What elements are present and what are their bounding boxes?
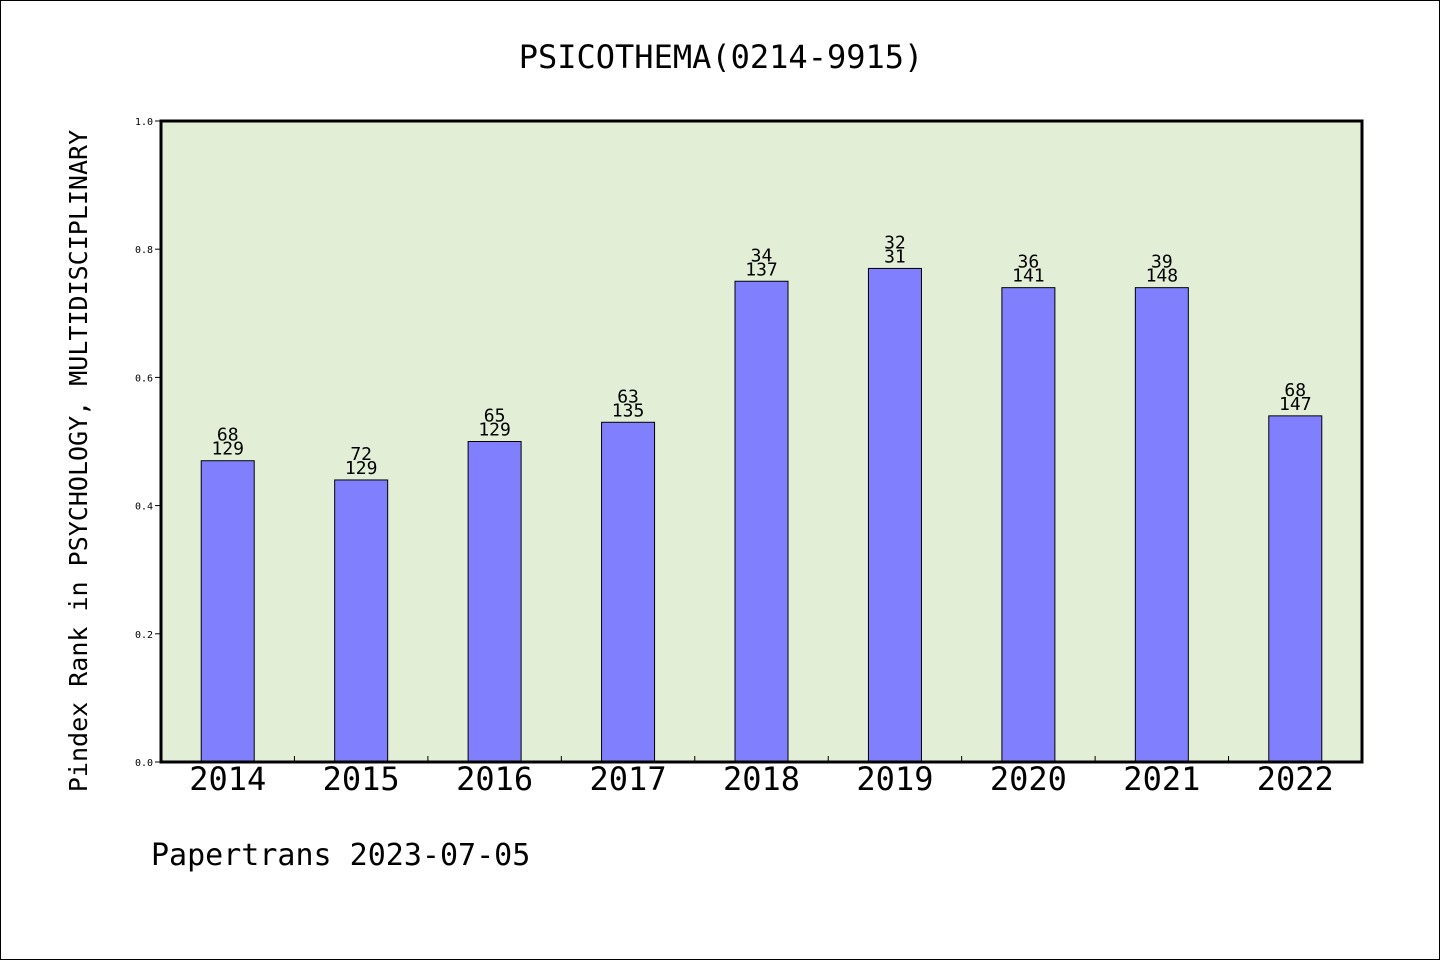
x-tick-label-2016: 2016 [456,760,533,798]
y-axis-label: Pindex Rank in PSYCHOLOGY, MULTIDISCIPLI… [64,130,93,792]
bar-label-top-2022: 68 [1284,380,1306,401]
bar-label-top-2019: 32 [884,232,906,253]
bar-label-bottom-2017: 135 [612,400,645,421]
bar-2018 [734,280,789,763]
x-axis-ticks: 2014 2015 2016 2017 2018 2019 2020 2021 2022 [189,756,1334,798]
bar-label-bottom-2019: 31 [884,246,906,267]
x-tick-label-2018: 2018 [723,760,800,798]
bars-group [200,267,1323,763]
bar-label-bottom-2022: 147 [1279,394,1312,415]
x-tick-label-2017: 2017 [590,760,667,798]
y-tick-label: 0.4 [135,502,153,513]
bar-2017 [601,421,656,763]
y-tick-label: 1.0 [135,117,153,128]
y-axis-ticks: 0.0 0.2 0.4 0.6 0.8 1.0 [135,117,161,769]
bar-label-top-2021: 39 [1151,252,1173,273]
x-tick-label-2015: 2015 [323,760,400,798]
x-tick-label-2022: 2022 [1257,760,1334,798]
bar-label-top-2017: 63 [617,386,639,407]
bar-label-bottom-2014: 129 [211,439,244,460]
chart-title: PSICOTHEMA(0214-9915) [519,38,924,76]
bar-2021 [1134,287,1189,763]
bar-label-bottom-2020: 141 [1012,266,1045,287]
y-tick-label: 0.8 [135,245,153,256]
y-tick-label: 0.0 [135,758,153,769]
x-tick-label-2019: 2019 [856,760,933,798]
y-tick-label: 0.6 [135,373,153,384]
bar-2014 [200,460,255,763]
bar-2022 [1268,415,1323,763]
bar-label-bottom-2015: 129 [345,458,378,479]
plot-border [159,119,1364,764]
x-tick-label-2014: 2014 [189,760,266,798]
bar-2015 [334,479,389,763]
footer-credit: Papertrans 2023-07-05 [151,838,530,873]
bar-2019 [867,267,922,763]
bar-label-top-2016: 65 [484,406,506,427]
bar-2016 [467,441,522,763]
bar-label-top-2015: 72 [350,444,372,465]
x-tick-label-2021: 2021 [1123,760,1200,798]
y-tick-label: 0.2 [135,630,153,641]
bar-label-top-2014: 68 [217,425,239,446]
bar-label-top-2020: 36 [1018,252,1040,273]
bar-2020 [1001,287,1056,763]
bar-label-bottom-2021: 148 [1146,266,1179,287]
bar-label-bottom-2018: 137 [745,259,778,280]
bar-label-top-2018: 34 [751,245,773,266]
bar-label-bottom-2016: 129 [478,420,511,441]
x-tick-label-2020: 2020 [990,760,1067,798]
